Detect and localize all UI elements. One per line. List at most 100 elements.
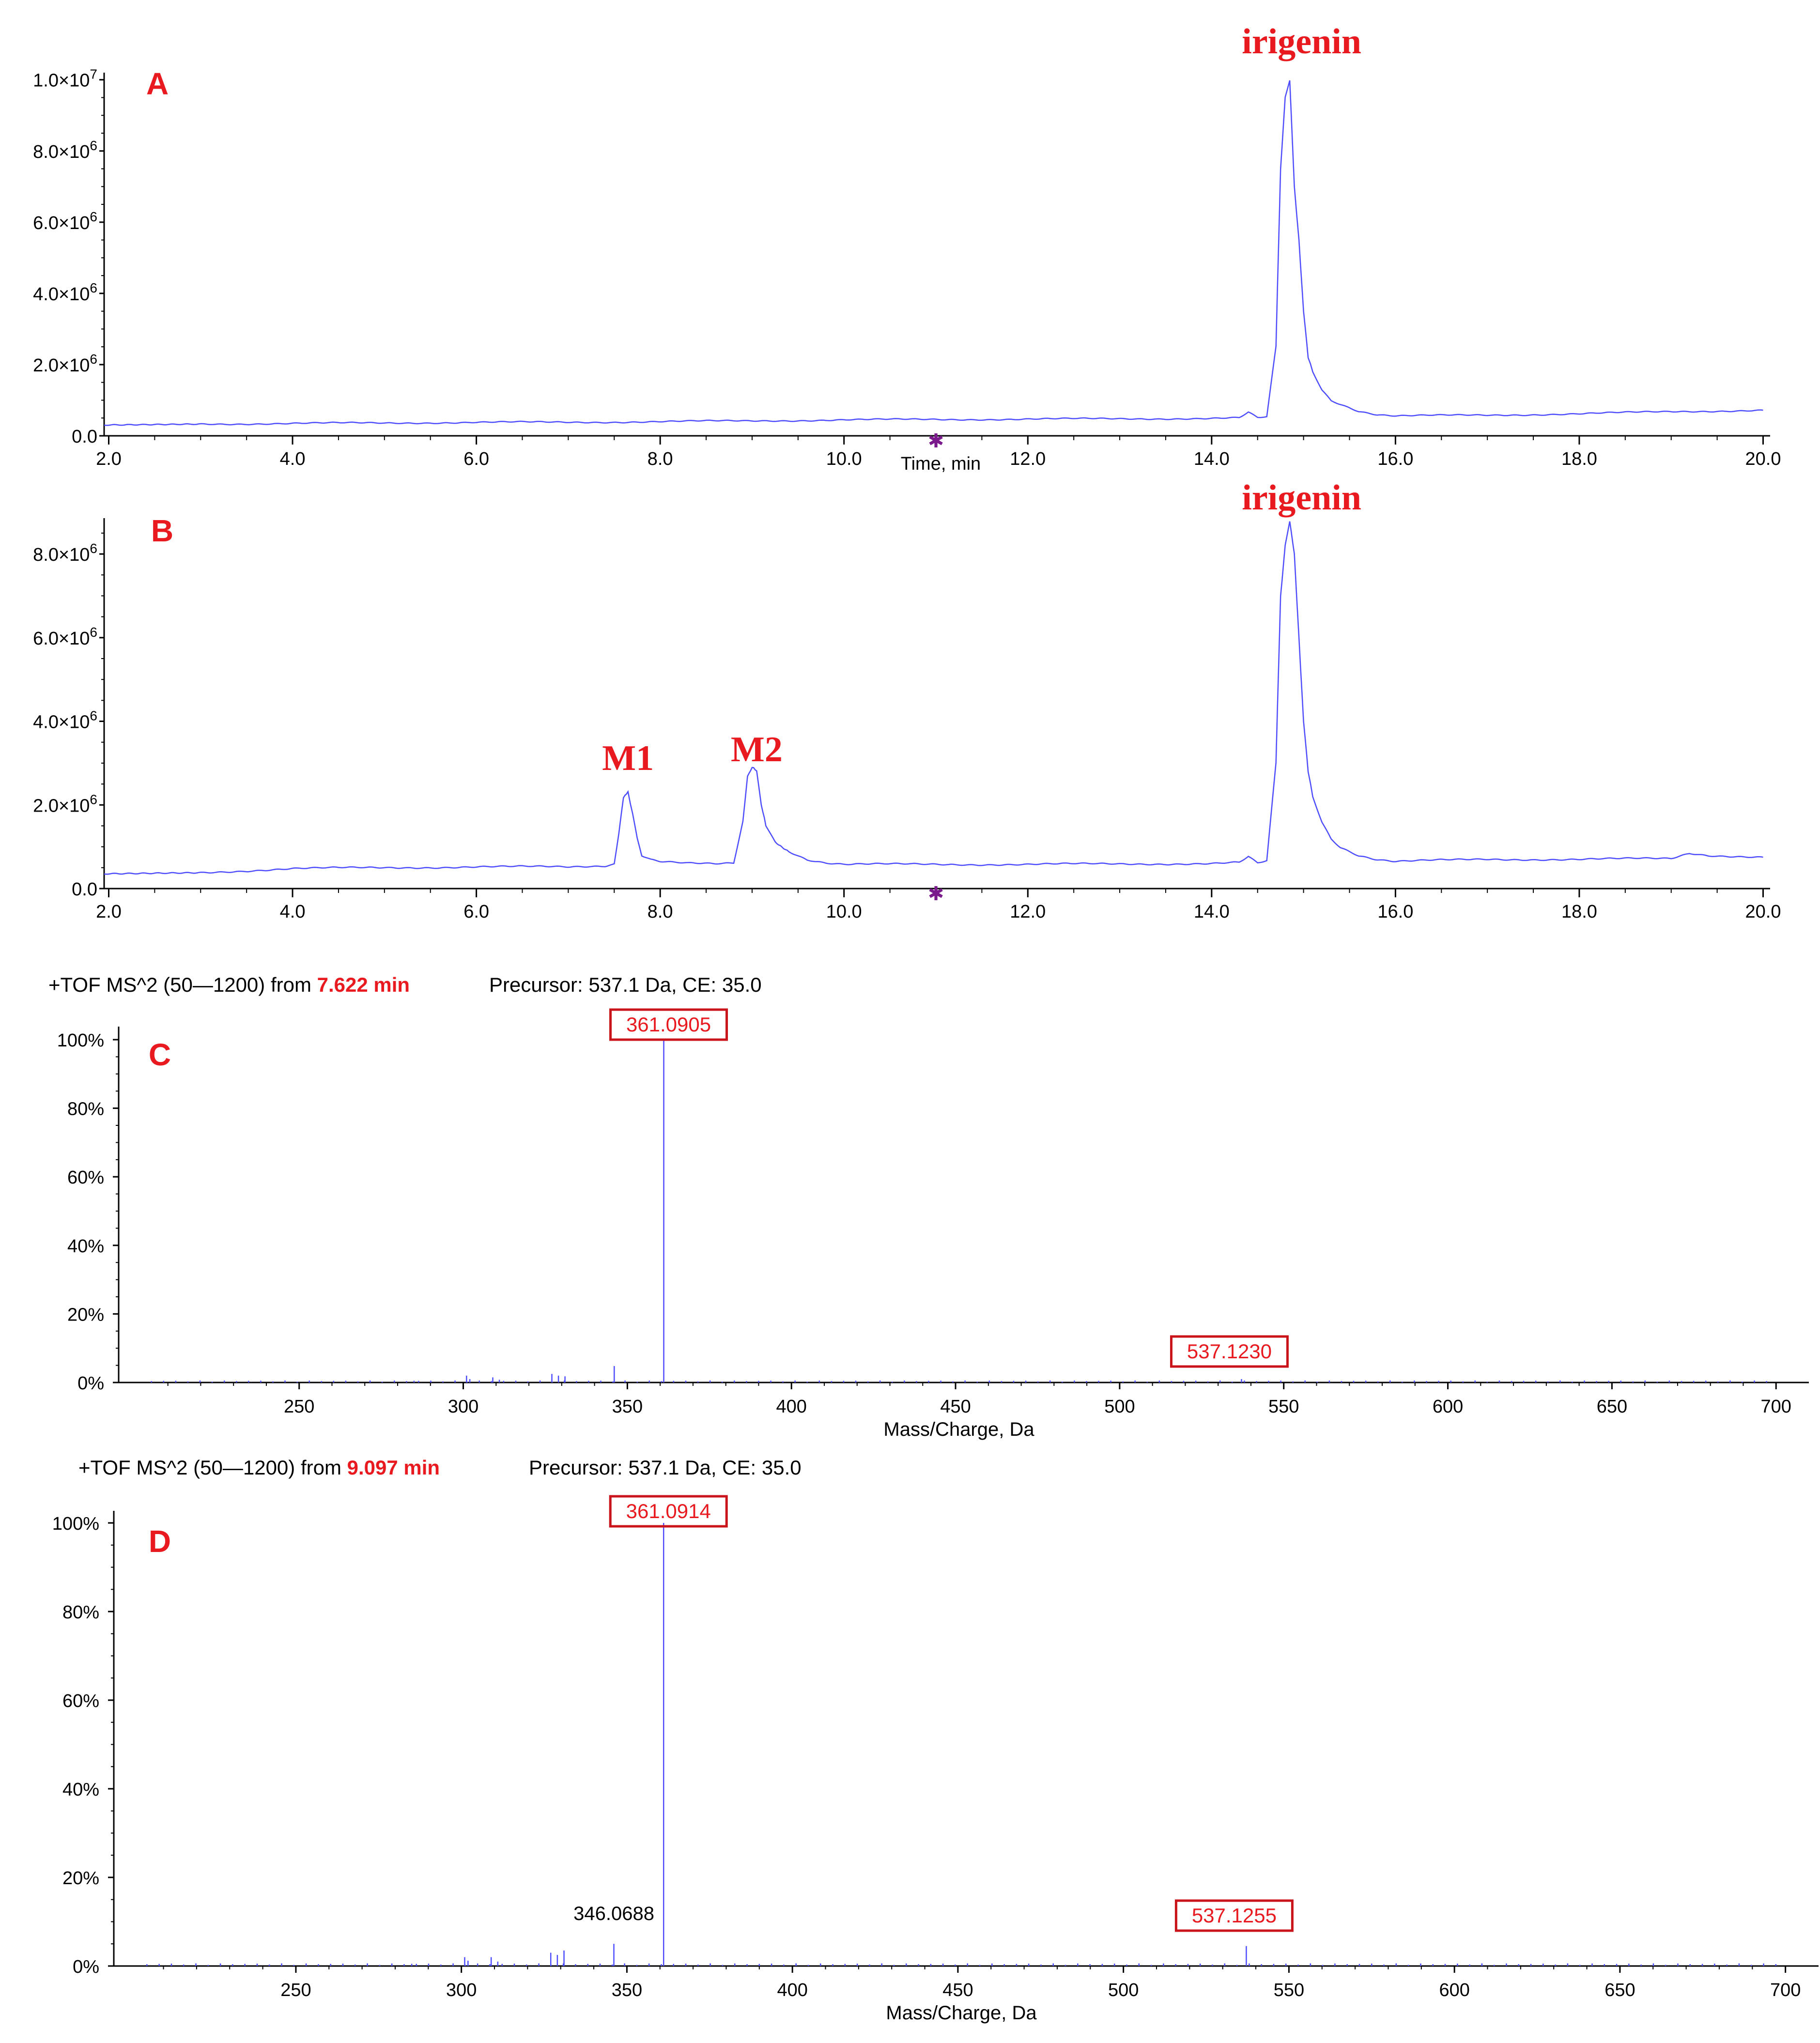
x-tick-label: 16.0 bbox=[1377, 449, 1413, 469]
y-tick-exponent: 7 bbox=[90, 67, 97, 82]
chromatogram-panel-A: 2.0 4.0 6.0 8.0 10.0 12.0 14.0 16.0 18.0 20.0 0.0 2… bbox=[33, 22, 1781, 474]
x-tick-label: 400 bbox=[776, 1397, 807, 1417]
y-tick-mantissa: 1.0×10 bbox=[33, 71, 90, 91]
y-tick-mantissa: 2.0×10 bbox=[33, 355, 90, 376]
x-axis-title: Time, min bbox=[901, 454, 981, 474]
y-tick-mantissa: 0.0 bbox=[72, 427, 97, 447]
y-tick-label: 8.0×106 bbox=[33, 138, 97, 162]
y-tick-label: 80% bbox=[62, 1602, 99, 1623]
x-tick-label: 650 bbox=[1604, 1980, 1635, 2000]
y-tick-exponent: 6 bbox=[90, 708, 97, 723]
x-tick-label: 14.0 bbox=[1194, 902, 1230, 922]
x-tick-label: 20.0 bbox=[1745, 449, 1781, 469]
y-tick-mantissa: 6.0×10 bbox=[33, 213, 90, 233]
x-tick-label: 18.0 bbox=[1561, 449, 1597, 469]
x-tick-label: 650 bbox=[1597, 1397, 1627, 1417]
x-tick-label: 12.0 bbox=[1010, 902, 1046, 922]
mz-label: 346.0688 bbox=[573, 1903, 654, 1924]
y-tick-exponent: 6 bbox=[90, 792, 97, 807]
x-tick-label: 550 bbox=[1274, 1980, 1304, 2000]
spectrum-panel-C: +TOF MS^2 (50—1200) from 7.622 min Precur… bbox=[48, 973, 1809, 1440]
x-tick-label: 20.0 bbox=[1745, 902, 1781, 922]
y-tick-exponent: 6 bbox=[90, 352, 97, 367]
x-tick-label: 300 bbox=[446, 1980, 477, 2000]
y-tick-mantissa: 8.0×10 bbox=[33, 142, 90, 162]
y-tick-label: 6.0×106 bbox=[33, 209, 97, 233]
boxed-mz-label: 537.1230 bbox=[1187, 1340, 1272, 1363]
x-tick-label: 6.0 bbox=[463, 449, 489, 469]
peak-label-m2: M2 bbox=[731, 730, 783, 769]
y-tick-mantissa: 0.0 bbox=[72, 879, 97, 900]
y-tick-exponent: 6 bbox=[90, 209, 97, 224]
x-tick-label: 4.0 bbox=[280, 449, 306, 469]
peak-label-irigenin: irigenin bbox=[1242, 22, 1361, 61]
y-tick-mantissa: 2.0×10 bbox=[33, 796, 90, 816]
y-tick-label: 2.0×106 bbox=[33, 792, 97, 816]
y-tick-label: 0% bbox=[73, 1957, 99, 1977]
panel-label: C bbox=[149, 1037, 171, 1072]
y-tick-label: 100% bbox=[57, 1030, 104, 1051]
y-tick-label: 8.0×106 bbox=[33, 541, 97, 565]
x-tick-label: 2.0 bbox=[96, 449, 122, 469]
chromatogram-panel-B: 2.0 4.0 6.0 8.0 10.0 12.0 14.0 16.0 18.0 20.0 0.0 2… bbox=[33, 478, 1781, 922]
x-tick-label: 350 bbox=[612, 1980, 642, 2000]
peak-label-box bbox=[609, 1008, 728, 1041]
peak-label-irigenin: irigenin bbox=[1242, 478, 1361, 518]
y-tick-label: 0.0 bbox=[72, 427, 97, 447]
y-tick-label: 2.0×106 bbox=[33, 352, 97, 376]
x-tick-label: 400 bbox=[777, 1980, 807, 2000]
y-tick-label: 0.0 bbox=[72, 879, 97, 900]
x-tick-label: 8.0 bbox=[648, 449, 673, 469]
spectrum-panel-D: +TOF MS^2 (50—1200) from 9.097 min Precur… bbox=[52, 1456, 1819, 2024]
boxed-mz-label: 361.0905 bbox=[626, 1013, 711, 1036]
panel-label: A bbox=[146, 66, 169, 101]
x-tick-label: 600 bbox=[1439, 1980, 1469, 2000]
boxed-mz-label: 361.0914 bbox=[626, 1500, 711, 1522]
panel-label: D bbox=[149, 1524, 171, 1559]
panel-label: B bbox=[151, 513, 173, 548]
y-tick-label: 4.0×106 bbox=[33, 280, 97, 305]
x-tick-label: 450 bbox=[940, 1397, 971, 1417]
x-tick-label: 550 bbox=[1268, 1397, 1299, 1417]
y-tick-mantissa: 6.0×10 bbox=[33, 629, 90, 649]
x-tick-label: 700 bbox=[1770, 1980, 1801, 2000]
y-tick-label: 60% bbox=[62, 1691, 99, 1711]
header-precursor: Precursor: 537.1 Da, CE: 35.0 bbox=[529, 1456, 802, 1479]
y-tick-label: 20% bbox=[62, 1868, 99, 1889]
header-precursor: Precursor: 537.1 Da, CE: 35.0 bbox=[489, 973, 762, 996]
x-tick-label: 18.0 bbox=[1561, 902, 1597, 922]
x-axis-title: Mass/Charge, Da bbox=[883, 1419, 1034, 1440]
y-tick-label: 4.0×106 bbox=[33, 708, 97, 733]
chromatogram-trace bbox=[104, 80, 1763, 426]
x-tick-label: 700 bbox=[1761, 1397, 1791, 1417]
y-tick-exponent: 6 bbox=[90, 138, 97, 153]
x-tick-label: 6.0 bbox=[463, 902, 489, 922]
peak-label-box bbox=[1174, 1899, 1294, 1932]
x-tick-label: 350 bbox=[612, 1397, 643, 1417]
header-scan-info: +TOF MS^2 (50—1200) from bbox=[78, 1456, 347, 1479]
y-tick-mantissa: 4.0×10 bbox=[33, 284, 90, 305]
y-tick-mantissa: 4.0×10 bbox=[33, 712, 90, 733]
x-tick-label: 8.0 bbox=[648, 902, 673, 922]
chromatogram-trace bbox=[104, 521, 1763, 875]
y-tick-label: 6.0×106 bbox=[33, 625, 97, 649]
y-tick-label: 40% bbox=[67, 1236, 104, 1257]
y-tick-label: 60% bbox=[67, 1167, 104, 1188]
header-retention-time: 9.097 min bbox=[347, 1456, 440, 1479]
header-retention-time: 7.622 min bbox=[317, 973, 410, 996]
spectrum-header: +TOF MS^2 (50—1200) from 7.622 min bbox=[48, 973, 410, 996]
y-tick-label: 80% bbox=[67, 1099, 104, 1120]
boxed-mz-label: 537.1255 bbox=[1192, 1904, 1277, 1927]
peak-label-m1: M1 bbox=[602, 738, 654, 778]
y-tick-exponent: 6 bbox=[90, 625, 97, 640]
x-tick-label: 16.0 bbox=[1377, 902, 1413, 922]
spectrum-header: +TOF MS^2 (50—1200) from 9.097 min bbox=[78, 1456, 440, 1479]
x-tick-label: 12.0 bbox=[1010, 449, 1046, 469]
y-tick-label: 40% bbox=[62, 1780, 99, 1800]
event-marker: ✱ bbox=[928, 883, 944, 905]
y-tick-exponent: 6 bbox=[90, 280, 97, 295]
x-axis-title: Mass/Charge, Da bbox=[886, 2002, 1037, 2024]
peak-label-box bbox=[1170, 1335, 1289, 1368]
x-tick-label: 14.0 bbox=[1194, 449, 1230, 469]
